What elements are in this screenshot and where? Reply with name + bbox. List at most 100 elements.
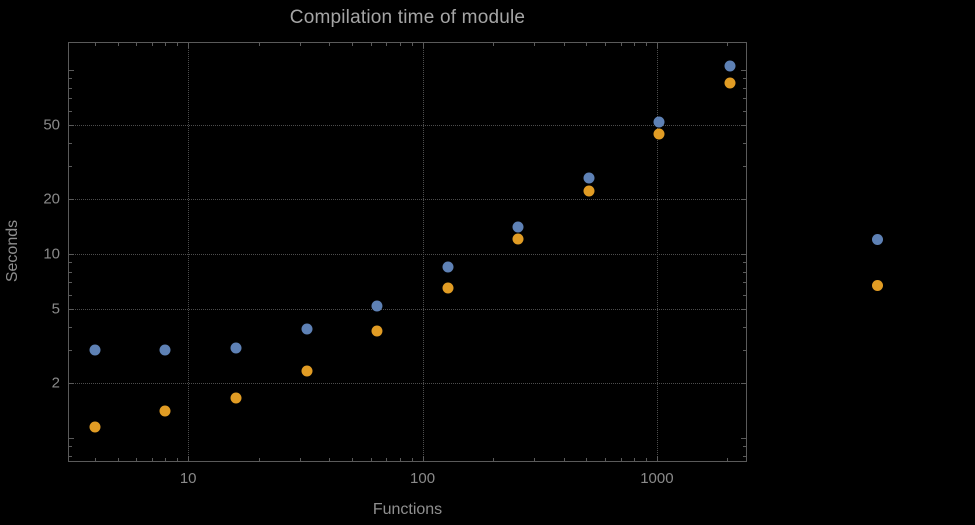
x-tick-label: 1000: [640, 470, 674, 487]
data-point: [583, 185, 595, 197]
tick-mark: [620, 458, 622, 461]
tick-mark: [69, 166, 72, 168]
tick-mark: [743, 110, 746, 112]
data-point: [442, 282, 454, 294]
tick-mark: [69, 455, 72, 457]
data-point: [512, 233, 524, 245]
data-point: [301, 365, 313, 377]
tick-mark: [634, 43, 636, 46]
tick-mark: [741, 198, 746, 200]
y-tick-label: 5: [51, 300, 60, 318]
y-axis-label: Seconds: [4, 219, 21, 283]
tick-mark: [646, 458, 648, 461]
tick-mark: [69, 98, 72, 100]
y-tick-label: 20: [43, 190, 60, 208]
data-point: [89, 344, 101, 356]
chart-title: Compilation time of module: [289, 7, 526, 28]
tick-mark: [604, 43, 606, 46]
gridline-vertical: [656, 43, 658, 461]
tick-mark: [69, 327, 72, 329]
tick-mark: [534, 458, 536, 461]
y-tick-label: 10: [43, 245, 60, 263]
tick-mark: [69, 125, 74, 127]
tick-mark: [177, 43, 179, 46]
tick-mark: [493, 43, 495, 46]
tick-mark: [177, 458, 179, 461]
data-point: [653, 128, 665, 140]
tick-mark: [69, 271, 72, 273]
x-tick-label: 100: [410, 470, 436, 487]
tick-mark: [69, 282, 72, 284]
tick-mark: [743, 282, 746, 284]
y-tick-label: 2: [51, 374, 60, 392]
tick-mark: [165, 43, 167, 46]
x-tick-label: 10: [179, 470, 197, 487]
tick-mark: [422, 43, 424, 48]
tick-mark: [117, 458, 119, 461]
tick-mark: [117, 43, 119, 46]
legend-swatch: [872, 234, 883, 245]
tick-mark: [411, 43, 413, 46]
tick-mark: [69, 350, 72, 352]
tick-mark: [743, 271, 746, 273]
tick-mark: [399, 458, 401, 461]
tick-mark: [656, 43, 658, 48]
tick-mark: [69, 446, 72, 448]
data-point: [89, 421, 101, 433]
tick-mark: [258, 43, 260, 46]
tick-mark: [743, 294, 746, 296]
tick-mark: [69, 294, 72, 296]
tick-mark: [94, 43, 96, 46]
tick-mark: [743, 143, 746, 145]
tick-mark: [69, 309, 74, 311]
data-point: [442, 261, 454, 273]
tick-mark: [399, 43, 401, 46]
tick-mark: [743, 350, 746, 352]
tick-mark: [743, 166, 746, 168]
tick-mark: [741, 253, 746, 255]
gridline-horizontal: [69, 382, 746, 384]
data-point: [230, 392, 242, 404]
tick-mark: [743, 87, 746, 89]
data-point: [301, 323, 313, 335]
gridline-horizontal: [69, 125, 746, 127]
y-tick-label: 50: [43, 116, 60, 134]
gridline-vertical: [422, 43, 424, 461]
tick-mark: [604, 458, 606, 461]
tick-mark: [727, 43, 729, 46]
tick-mark: [69, 69, 74, 71]
tick-mark: [656, 456, 658, 461]
tick-mark: [422, 456, 424, 461]
data-point: [371, 300, 383, 312]
tick-mark: [741, 309, 746, 311]
tick-mark: [258, 458, 260, 461]
gridline-vertical: [188, 43, 190, 461]
data-point: [724, 60, 736, 72]
tick-mark: [534, 43, 536, 46]
tick-mark: [69, 438, 74, 439]
tick-mark: [69, 253, 74, 255]
data-point: [512, 221, 524, 233]
tick-mark: [634, 458, 636, 461]
tick-mark: [743, 262, 746, 264]
tick-mark: [743, 98, 746, 100]
tick-mark: [69, 143, 72, 145]
data-point: [724, 77, 736, 89]
data-point: [159, 405, 171, 417]
tick-mark: [69, 382, 74, 384]
data-point: [371, 325, 383, 337]
tick-mark: [151, 458, 153, 461]
tick-mark: [741, 69, 746, 71]
x-axis-label: Functions: [372, 501, 443, 518]
tick-mark: [136, 43, 138, 46]
tick-mark: [586, 43, 588, 46]
tick-mark: [370, 458, 372, 461]
data-point: [230, 342, 242, 354]
tick-mark: [586, 458, 588, 461]
tick-mark: [743, 455, 746, 457]
gridline-horizontal: [69, 253, 746, 255]
tick-mark: [69, 87, 72, 89]
data-point: [159, 344, 171, 356]
tick-mark: [151, 43, 153, 46]
